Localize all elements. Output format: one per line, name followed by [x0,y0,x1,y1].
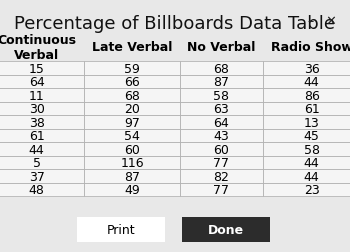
Text: Print: Print [106,223,135,236]
Text: –   ✕: – ✕ [308,15,337,28]
FancyBboxPatch shape [169,213,283,246]
Text: Done: Done [208,223,244,236]
Text: Percentage of Billboards Data Table: Percentage of Billboards Data Table [14,15,335,33]
FancyBboxPatch shape [64,213,177,246]
